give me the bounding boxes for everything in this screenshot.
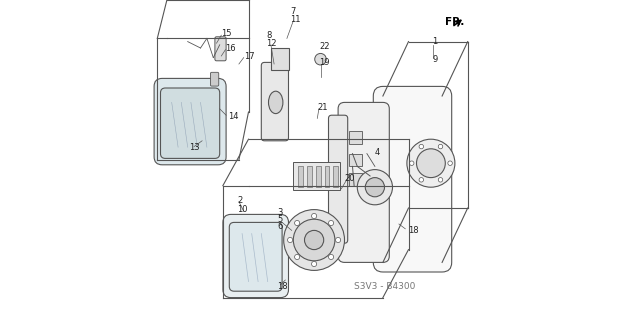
Text: 7: 7 (290, 7, 296, 16)
Text: 14: 14 (228, 112, 238, 121)
Bar (298, 166, 303, 187)
Text: 16: 16 (226, 44, 236, 52)
Circle shape (315, 53, 326, 65)
Text: 5: 5 (278, 215, 282, 224)
Ellipse shape (269, 91, 283, 114)
FancyBboxPatch shape (229, 222, 282, 291)
Text: 17: 17 (244, 52, 254, 60)
Circle shape (419, 144, 424, 149)
Circle shape (293, 219, 335, 261)
Bar (293, 162, 340, 190)
Bar (349, 173, 362, 186)
Circle shape (416, 149, 445, 178)
FancyBboxPatch shape (215, 37, 226, 61)
Text: 2: 2 (238, 196, 242, 204)
Circle shape (419, 178, 424, 182)
FancyBboxPatch shape (211, 72, 219, 86)
Circle shape (329, 254, 334, 260)
FancyBboxPatch shape (223, 214, 289, 298)
Text: 15: 15 (221, 29, 232, 38)
Circle shape (311, 261, 317, 267)
Circle shape (336, 237, 341, 243)
Circle shape (365, 178, 384, 197)
Circle shape (448, 161, 452, 165)
Circle shape (438, 178, 442, 182)
Circle shape (284, 210, 344, 270)
Circle shape (438, 144, 442, 149)
FancyBboxPatch shape (261, 62, 289, 141)
Circle shape (329, 220, 334, 226)
Bar (316, 166, 321, 187)
Circle shape (294, 220, 300, 226)
Text: 22: 22 (319, 42, 329, 51)
Text: 11: 11 (290, 15, 301, 24)
Circle shape (288, 237, 292, 243)
Circle shape (407, 139, 455, 187)
Text: 13: 13 (189, 143, 200, 152)
FancyBboxPatch shape (154, 78, 226, 165)
Circle shape (357, 170, 392, 205)
Bar (307, 166, 312, 187)
Text: S3V3 - B4300: S3V3 - B4300 (354, 282, 416, 291)
Bar (349, 131, 362, 144)
Text: 1: 1 (432, 37, 437, 46)
Circle shape (409, 161, 414, 165)
Circle shape (304, 230, 324, 250)
Bar (271, 48, 289, 70)
Text: 6: 6 (278, 222, 282, 231)
Text: 18: 18 (278, 282, 288, 291)
Text: 10: 10 (238, 205, 248, 214)
FancyBboxPatch shape (161, 88, 220, 158)
Circle shape (294, 254, 300, 260)
Text: 12: 12 (266, 39, 277, 48)
Bar (324, 166, 329, 187)
Text: 19: 19 (319, 58, 329, 67)
Text: 18: 18 (409, 226, 419, 235)
FancyBboxPatch shape (329, 115, 348, 243)
FancyBboxPatch shape (373, 86, 452, 272)
Bar (349, 154, 362, 166)
FancyBboxPatch shape (338, 102, 389, 262)
Circle shape (311, 213, 317, 219)
Text: 8: 8 (266, 31, 271, 40)
Text: 9: 9 (432, 55, 437, 64)
Text: FR.: FR. (445, 17, 464, 28)
Text: 20: 20 (344, 174, 355, 183)
Bar (333, 166, 338, 187)
Text: 21: 21 (318, 103, 328, 112)
Text: 3: 3 (278, 208, 282, 217)
Text: 4: 4 (375, 148, 380, 157)
